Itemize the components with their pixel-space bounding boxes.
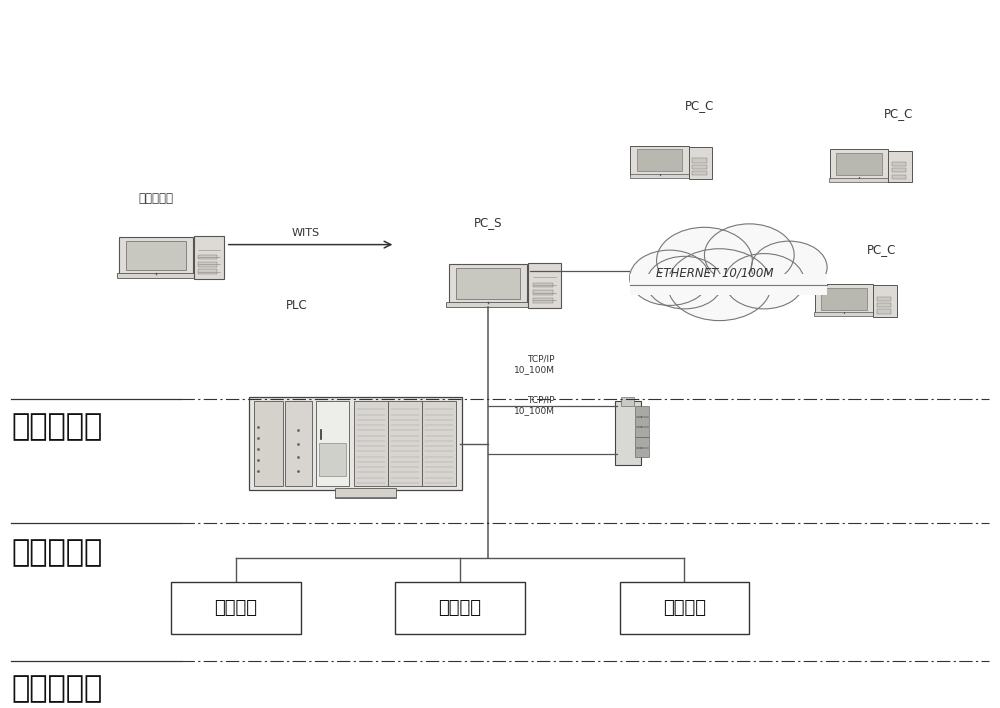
Circle shape (657, 227, 752, 294)
Circle shape (724, 253, 804, 309)
FancyBboxPatch shape (249, 397, 462, 490)
FancyBboxPatch shape (621, 397, 634, 406)
FancyBboxPatch shape (126, 241, 186, 270)
Circle shape (751, 241, 827, 294)
FancyBboxPatch shape (635, 406, 649, 416)
FancyBboxPatch shape (194, 236, 224, 279)
FancyBboxPatch shape (285, 401, 312, 486)
FancyBboxPatch shape (892, 169, 906, 173)
FancyBboxPatch shape (615, 401, 641, 465)
Text: 控制设备层: 控制设备层 (11, 538, 103, 567)
Text: PC_C: PC_C (867, 243, 896, 256)
FancyBboxPatch shape (388, 401, 422, 486)
FancyBboxPatch shape (316, 401, 349, 486)
Text: 称重系统: 称重系统 (439, 599, 482, 617)
FancyBboxPatch shape (528, 263, 561, 308)
FancyBboxPatch shape (117, 273, 195, 278)
FancyBboxPatch shape (630, 274, 827, 295)
FancyBboxPatch shape (877, 303, 891, 307)
FancyBboxPatch shape (395, 582, 525, 634)
Text: TCP/IP
10_100M: TCP/IP 10_100M (514, 396, 555, 416)
Text: PLC: PLC (286, 299, 307, 312)
FancyBboxPatch shape (620, 582, 749, 634)
FancyBboxPatch shape (692, 159, 707, 163)
FancyBboxPatch shape (630, 146, 689, 175)
FancyBboxPatch shape (533, 282, 553, 287)
Text: 上位设备层: 上位设备层 (11, 413, 103, 442)
Text: 现场设备层: 现场设备层 (11, 674, 103, 702)
Text: TCP/IP
10_100M: TCP/IP 10_100M (514, 355, 555, 374)
FancyBboxPatch shape (630, 174, 689, 178)
Text: WITS: WITS (291, 228, 320, 238)
FancyBboxPatch shape (635, 427, 649, 437)
FancyBboxPatch shape (689, 147, 712, 179)
FancyBboxPatch shape (836, 153, 882, 175)
FancyBboxPatch shape (892, 175, 906, 179)
FancyBboxPatch shape (830, 149, 888, 178)
FancyBboxPatch shape (877, 309, 891, 314)
FancyBboxPatch shape (873, 285, 897, 317)
FancyBboxPatch shape (354, 401, 388, 486)
FancyBboxPatch shape (335, 488, 396, 498)
FancyBboxPatch shape (815, 284, 873, 313)
Circle shape (704, 224, 794, 286)
FancyBboxPatch shape (814, 312, 874, 316)
FancyBboxPatch shape (171, 582, 301, 634)
FancyBboxPatch shape (533, 298, 553, 303)
FancyBboxPatch shape (888, 151, 912, 183)
FancyBboxPatch shape (449, 264, 527, 303)
FancyBboxPatch shape (119, 237, 193, 274)
Text: ETHERNET 10/100M: ETHERNET 10/100M (656, 266, 773, 280)
Text: PC_C: PC_C (684, 99, 714, 112)
FancyBboxPatch shape (198, 270, 217, 274)
FancyBboxPatch shape (692, 171, 707, 176)
FancyBboxPatch shape (533, 290, 553, 295)
Circle shape (668, 249, 771, 321)
FancyBboxPatch shape (319, 443, 346, 476)
FancyBboxPatch shape (877, 297, 891, 301)
Text: 气动系统: 气动系统 (214, 599, 257, 617)
Circle shape (630, 250, 709, 305)
Text: 安全系统: 安全系统 (663, 599, 706, 617)
FancyBboxPatch shape (456, 268, 520, 299)
FancyBboxPatch shape (635, 447, 649, 457)
Text: PC_S: PC_S (474, 217, 502, 229)
Text: PC_C: PC_C (884, 107, 913, 120)
FancyBboxPatch shape (198, 255, 217, 259)
FancyBboxPatch shape (821, 287, 867, 309)
FancyBboxPatch shape (198, 262, 217, 267)
Circle shape (647, 256, 722, 309)
FancyBboxPatch shape (635, 438, 649, 447)
FancyBboxPatch shape (829, 178, 889, 182)
FancyBboxPatch shape (637, 149, 682, 171)
FancyBboxPatch shape (635, 416, 649, 426)
FancyBboxPatch shape (892, 161, 906, 166)
FancyBboxPatch shape (446, 302, 530, 307)
Text: 综合录井仪: 综合录井仪 (138, 192, 173, 205)
FancyBboxPatch shape (422, 401, 456, 486)
FancyBboxPatch shape (692, 165, 707, 169)
FancyBboxPatch shape (254, 401, 283, 486)
